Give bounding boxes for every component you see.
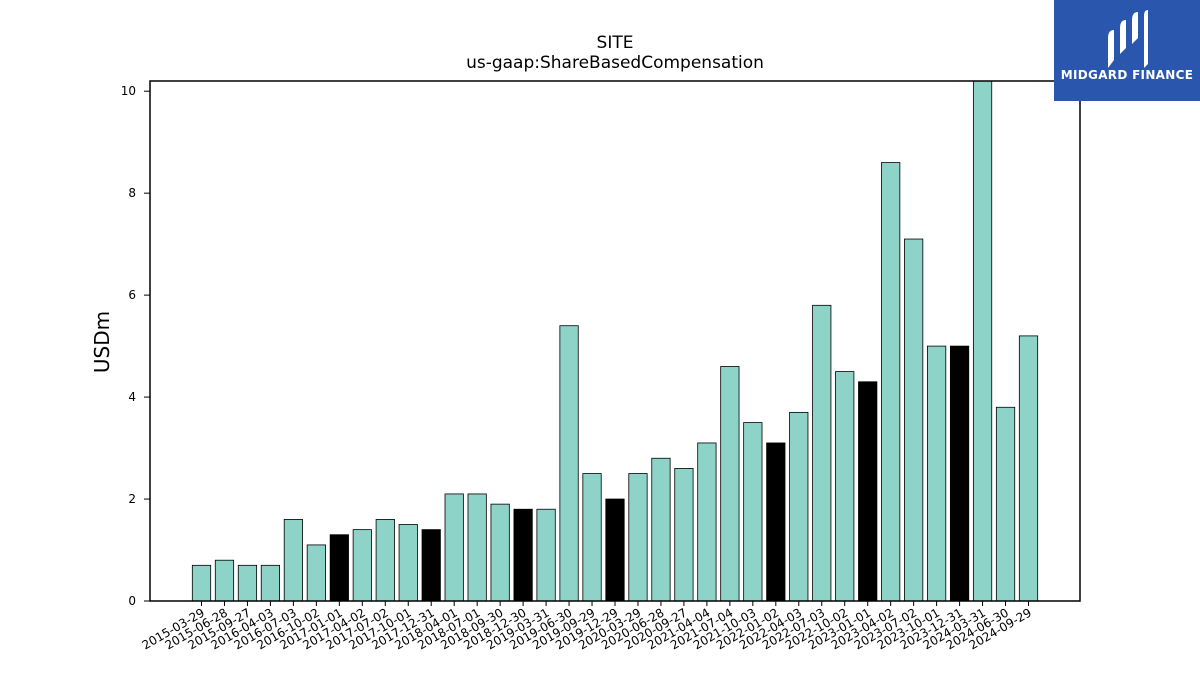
bar-2015-03-29 bbox=[191, 564, 212, 602]
bar-2016-07-03 bbox=[283, 519, 303, 602]
bar-2018-09-30 bbox=[490, 503, 510, 602]
bar-2023-07-02 bbox=[904, 238, 924, 602]
bar-2018-12-30 bbox=[513, 508, 533, 602]
y-tick-label: 2 bbox=[128, 492, 136, 506]
bar-2019-12-29 bbox=[605, 498, 625, 602]
logo-mark-icon bbox=[1108, 10, 1148, 68]
bar-2019-09-29 bbox=[582, 473, 602, 602]
bar-2022-07-03 bbox=[812, 304, 832, 602]
y-tick-label: 8 bbox=[128, 186, 136, 200]
bar-2022-01-02 bbox=[766, 442, 786, 602]
bar-2022-04-03 bbox=[789, 411, 809, 602]
y-tick-label: 0 bbox=[128, 594, 136, 608]
logo-text: MIDGARD FINANCE bbox=[1060, 68, 1194, 82]
bar-2023-12-31 bbox=[949, 345, 970, 602]
bar-2020-09-27 bbox=[674, 468, 694, 602]
y-axis-label: USDm bbox=[90, 311, 114, 373]
bar-2024-09-29 bbox=[1018, 335, 1039, 602]
bar-2023-01-01 bbox=[858, 381, 878, 602]
bar-2017-01-01 bbox=[329, 534, 349, 602]
y-tick-label: 4 bbox=[128, 390, 136, 404]
bar-2024-03-31 bbox=[972, 80, 993, 602]
bar-2020-03-29 bbox=[628, 473, 648, 602]
y-ticks-group: 0 2 4 6 8 10 bbox=[121, 84, 150, 608]
bar-2021-10-03 bbox=[743, 422, 763, 602]
bar-2017-04-02 bbox=[352, 529, 372, 602]
bars-group bbox=[191, 80, 1039, 602]
bar-2020-06-28 bbox=[651, 457, 671, 602]
bar-2021-04-04 bbox=[697, 442, 717, 602]
bar-2017-10-01 bbox=[398, 524, 418, 602]
x-ticks-group: 2015-03-292015-06-282015-09-272016-04-03… bbox=[140, 601, 1034, 652]
bar-2018-04-01 bbox=[444, 493, 464, 602]
bar-2016-04-03 bbox=[260, 564, 281, 602]
y-tick-label: 6 bbox=[128, 288, 136, 302]
bar-2023-04-02 bbox=[881, 162, 901, 602]
bar-2018-07-01 bbox=[467, 493, 487, 602]
bar-2022-10-02 bbox=[835, 371, 855, 602]
bar-2015-09-27 bbox=[237, 564, 258, 602]
bar-2021-07-04 bbox=[720, 366, 740, 602]
bar-2019-06-30 bbox=[559, 325, 579, 602]
midgard-finance-logo: MIDGARD FINANCE bbox=[1054, 0, 1200, 101]
bar-2019-03-31 bbox=[536, 508, 556, 602]
plot-frame bbox=[149, 80, 1081, 602]
bar-2017-12-31 bbox=[421, 529, 441, 602]
chart-subtitle: us-gaap:ShareBasedCompensation bbox=[466, 53, 764, 73]
bar-2016-10-02 bbox=[306, 544, 326, 602]
bar-2023-10-01 bbox=[927, 345, 947, 602]
chart-title: SITE bbox=[597, 33, 634, 53]
bar-2024-06-30 bbox=[995, 406, 1016, 602]
bar-2017-07-02 bbox=[375, 519, 395, 602]
bar-2015-06-28 bbox=[214, 559, 235, 602]
y-tick-label: 10 bbox=[121, 84, 136, 98]
